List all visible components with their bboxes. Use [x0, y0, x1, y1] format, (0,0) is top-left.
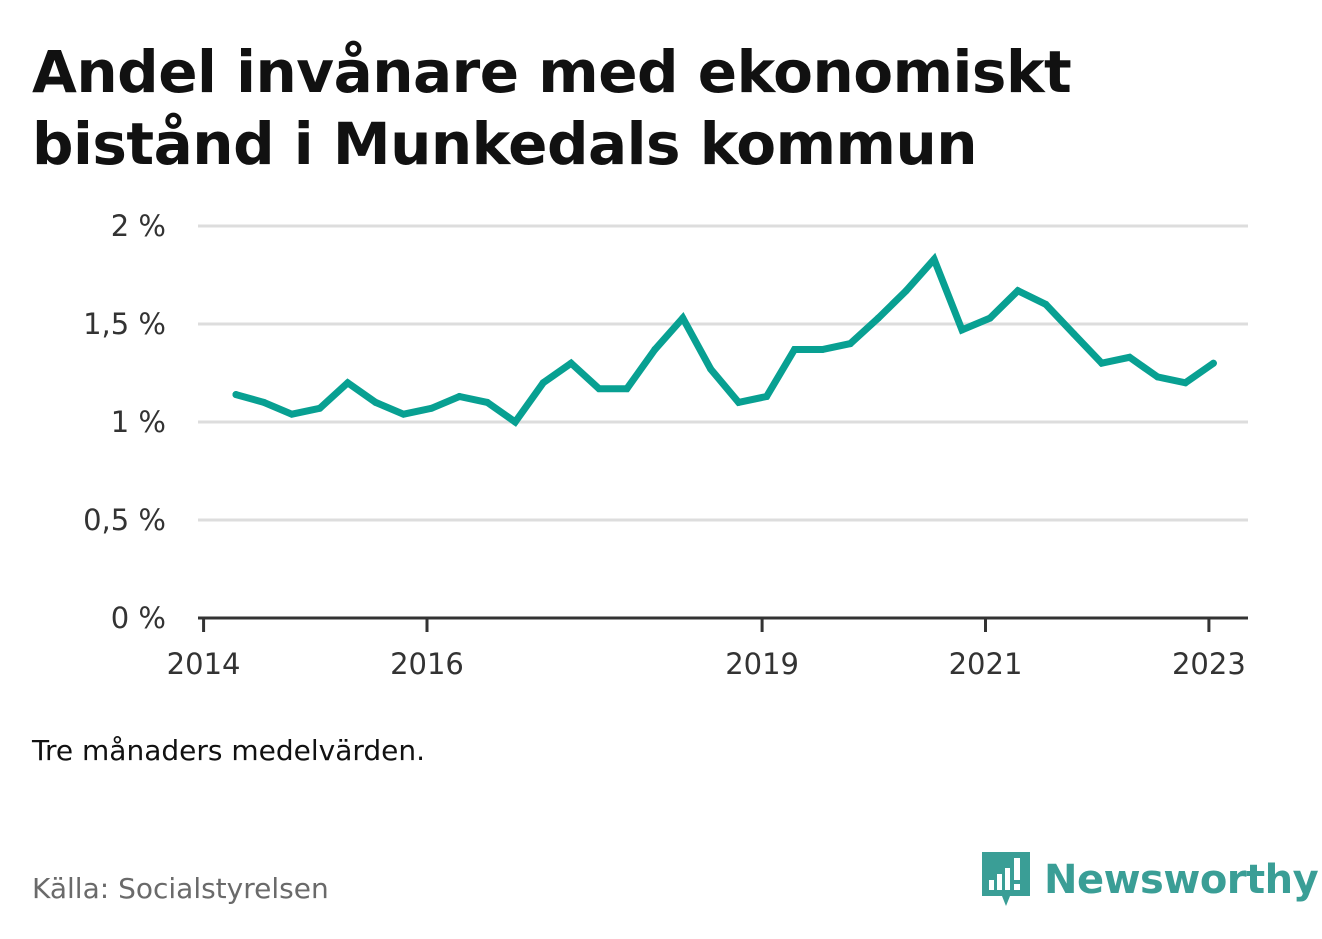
x-tick-label: 2014 — [167, 647, 241, 681]
data-point — [455, 393, 463, 401]
data-point — [539, 379, 547, 387]
data-point — [679, 314, 687, 322]
data-point — [483, 398, 491, 406]
data-point — [344, 379, 352, 387]
y-axis-tick-labels: 0 % 0,5 % 1 % 1,5 % 2 % — [83, 209, 166, 635]
data-point — [763, 393, 771, 401]
data-point — [1070, 330, 1078, 338]
line-chart: 0 % 0,5 % 1 % 1,5 % 2 % 2014 2016 2019 2021 2023 — [83, 209, 1248, 681]
y-tick-label: 0,5 % — [83, 503, 166, 537]
data-point — [511, 418, 519, 426]
data-point — [427, 404, 435, 412]
x-axis-ticks: 2014 2016 2019 2021 2023 — [167, 618, 1246, 681]
x-tick-label: 2021 — [949, 647, 1023, 681]
data-point — [930, 255, 938, 263]
y-tick-label: 1 % — [111, 405, 166, 439]
chart-title: Andel invånare med ekonomiskt bistånd i … — [32, 36, 1282, 180]
data-point — [595, 385, 603, 393]
data-point — [1098, 359, 1106, 367]
data-point — [651, 345, 659, 353]
source-credit: Källa: Socialstyrelsen — [32, 872, 329, 905]
data-point — [1126, 353, 1134, 361]
chart-note: Tre månaders medelvärden. — [32, 734, 426, 767]
data-point — [232, 391, 240, 399]
data-point — [1181, 379, 1189, 387]
data-point — [372, 398, 380, 406]
data-point — [735, 398, 743, 406]
y-tick-label: 2 % — [111, 209, 166, 243]
data-point — [288, 410, 296, 418]
data-point — [874, 314, 882, 322]
data-point — [316, 404, 324, 412]
series-points — [232, 255, 1217, 426]
y-tick-label: 1,5 % — [83, 307, 166, 341]
data-point — [986, 314, 994, 322]
data-point — [623, 385, 631, 393]
newsworthy-logo-icon — [982, 852, 1030, 906]
data-point — [1014, 287, 1022, 295]
data-point — [846, 340, 854, 348]
data-point — [1209, 359, 1217, 367]
chart-title-line-2: bistånd i Munkedals kommun — [32, 110, 978, 178]
data-point — [260, 398, 268, 406]
data-point — [818, 345, 826, 353]
data-point — [1154, 373, 1162, 381]
series-line — [232, 252, 1217, 427]
data-point — [707, 365, 715, 373]
brand-logo: Newsworthy — [980, 850, 1319, 910]
data-point — [567, 359, 575, 367]
data-point — [958, 326, 966, 334]
data-point — [1042, 300, 1050, 308]
x-tick-label: 2019 — [725, 647, 799, 681]
data-point — [790, 345, 798, 353]
chart-title-line-1: Andel invånare med ekonomiskt — [32, 38, 1072, 106]
y-tick-label: 0 % — [111, 601, 166, 635]
data-point — [400, 410, 408, 418]
gridlines — [198, 224, 1248, 522]
x-tick-label: 2016 — [390, 647, 464, 681]
brand-name: Newsworthy — [1044, 857, 1319, 903]
x-tick-label: 2023 — [1172, 647, 1246, 681]
data-point — [902, 287, 910, 295]
